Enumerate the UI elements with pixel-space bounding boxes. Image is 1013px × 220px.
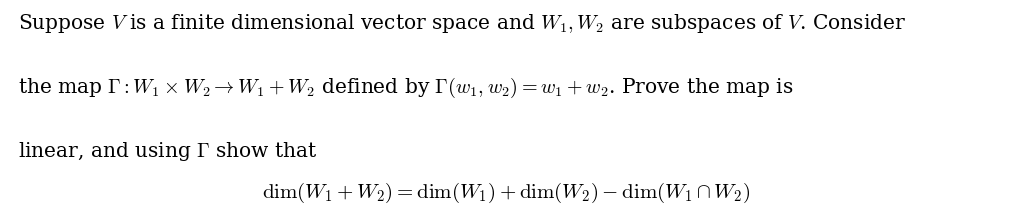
Text: linear, and using $\Gamma$ show that: linear, and using $\Gamma$ show that [18, 140, 318, 163]
Text: Suppose $V$ is a finite dimensional vector space and $W_1, W_2$ are subspaces of: Suppose $V$ is a finite dimensional vect… [18, 12, 907, 35]
Text: the map $\Gamma : W_1 \times W_2 \to W_1 + W_2$ defined by $\Gamma(w_1, w_2) = w: the map $\Gamma : W_1 \times W_2 \to W_1… [18, 76, 794, 100]
Text: $\dim(W_1 + W_2) = \dim(W_1) + \dim(W_2) - \dim(W_1 \cap W_2)$: $\dim(W_1 + W_2) = \dim(W_1) + \dim(W_2)… [262, 180, 751, 205]
